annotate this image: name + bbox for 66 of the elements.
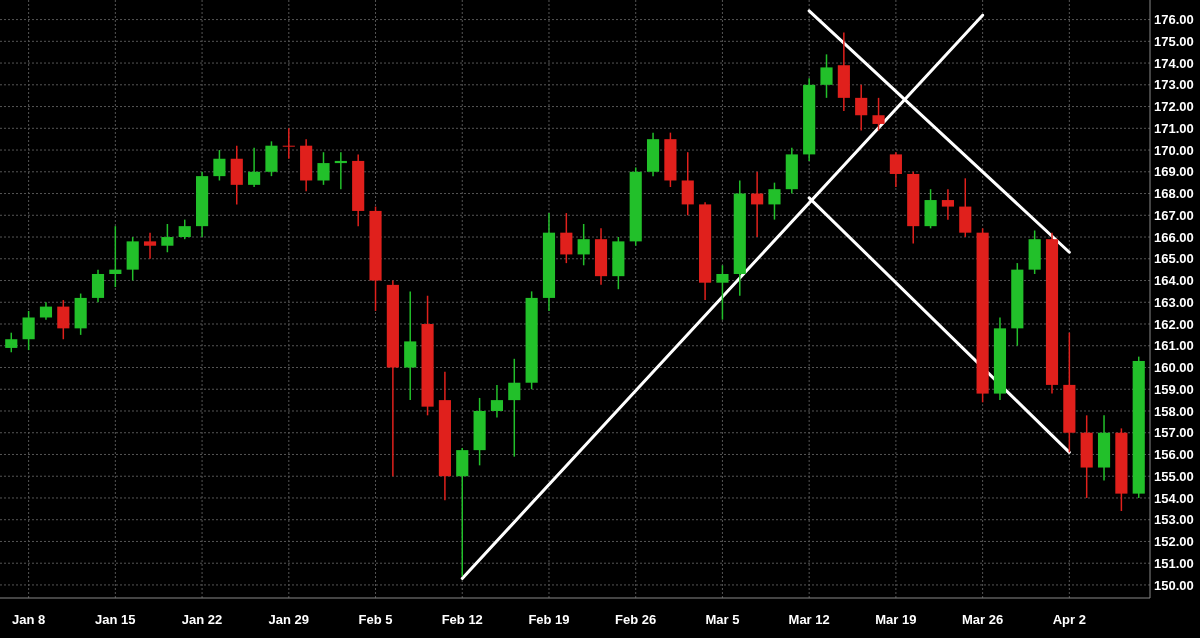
y-tick-label: 166.00 — [1154, 229, 1194, 245]
x-tick-label: Feb 12 — [441, 612, 483, 627]
candlestick — [57, 299, 70, 340]
y-tick-label: 163.00 — [1154, 294, 1194, 310]
x-tick-label: Feb 5 — [358, 612, 393, 627]
x-tick-label: Mar 12 — [788, 612, 830, 627]
candlestick — [577, 223, 590, 267]
y-tick-label: 152.00 — [1154, 534, 1194, 550]
candlestick — [317, 151, 330, 186]
candlestick — [490, 384, 504, 419]
y-tick-label: 161.00 — [1154, 338, 1194, 354]
x-tick-label: Mar 26 — [962, 612, 1004, 627]
y-tick-label: 168.00 — [1154, 186, 1194, 202]
candlestick — [872, 97, 885, 132]
candlestick — [282, 127, 295, 160]
y-tick-label: 172.00 — [1154, 99, 1194, 115]
x-tick-label: Apr 2 — [1052, 612, 1086, 627]
y-tick-label: 176.00 — [1154, 12, 1194, 28]
candlestick — [889, 151, 902, 188]
y-tick-label: 160.00 — [1154, 360, 1194, 376]
y-tick-label: 157.00 — [1154, 425, 1194, 441]
y-tick-label: 173.00 — [1154, 77, 1194, 93]
y-tick-label: 162.00 — [1154, 316, 1194, 332]
y-tick-label: 158.00 — [1154, 403, 1194, 419]
y-tick-label: 167.00 — [1154, 207, 1194, 223]
candlestick — [508, 358, 521, 458]
y-tick-label: 156.00 — [1154, 447, 1194, 463]
x-tick-label: Feb 26 — [615, 612, 657, 627]
candlestick — [716, 264, 729, 321]
candlestick — [751, 171, 764, 238]
y-tick-label: 175.00 — [1154, 33, 1194, 49]
candlestick — [161, 223, 174, 253]
candlestick — [681, 151, 694, 217]
x-tick-label: Jan 22 — [181, 612, 223, 627]
x-tick-label: Jan 15 — [95, 612, 136, 627]
candlestick — [560, 212, 573, 264]
candlestick — [941, 188, 954, 221]
candlestick — [109, 225, 122, 288]
y-tick-label: 169.00 — [1154, 164, 1194, 180]
x-tick-label: Mar 19 — [875, 612, 917, 627]
y-tick-label: 165.00 — [1154, 251, 1194, 267]
candlestick — [248, 147, 261, 188]
candlestick — [855, 84, 868, 132]
x-tick-label: Jan 8 — [11, 612, 46, 627]
y-tick-label: 154.00 — [1154, 490, 1194, 506]
candlestick — [5, 331, 18, 354]
candlestick — [143, 231, 157, 260]
y-tick-label: 150.00 — [1154, 577, 1194, 593]
y-tick-label: 159.00 — [1154, 381, 1194, 397]
y-tick-label: 153.00 — [1154, 512, 1194, 528]
y-tick-label: 151.00 — [1154, 555, 1194, 571]
y-tick-label: 155.00 — [1154, 468, 1194, 484]
x-tick-label: Feb 19 — [528, 612, 570, 627]
y-tick-label: 171.00 — [1154, 120, 1194, 136]
y-tick-label: 170.00 — [1154, 142, 1194, 158]
y-tick-label: 174.00 — [1154, 55, 1194, 71]
candlestick — [22, 310, 35, 351]
candlestick — [768, 181, 781, 221]
y-tick-label: 164.00 — [1154, 273, 1194, 289]
candlestick — [178, 218, 191, 240]
candlestick — [91, 268, 105, 304]
x-tick-label: Jan 29 — [268, 612, 310, 627]
candlestick — [820, 53, 833, 99]
candlestick — [334, 151, 347, 190]
candlestick — [213, 149, 226, 182]
x-tick-label: Mar 5 — [705, 612, 740, 627]
